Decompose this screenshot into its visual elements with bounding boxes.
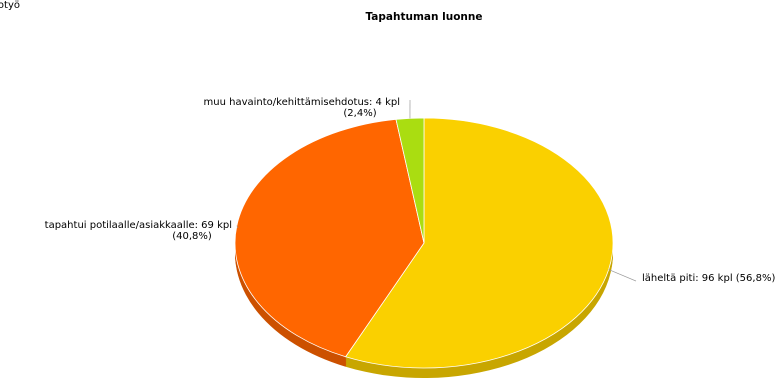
data-label: läheltä piti: 96 kpl (56,8%) <box>642 273 775 284</box>
leader-line <box>236 225 239 229</box>
data-label: (2,4%) <box>343 108 376 119</box>
leader-line <box>608 269 637 282</box>
chart-title: Tapahtuman luonne <box>366 11 483 23</box>
data-label: muu havainto/kehittämisehdotus: 4 kpl <box>204 97 400 108</box>
pie-slice <box>395 117 425 244</box>
data-label: tapahtui potilaalle/asiakkaalle: 69 kpl <box>45 220 232 231</box>
data-label: (40,8%) <box>172 231 212 242</box>
corner-text: totyö <box>0 0 20 11</box>
pie-slice <box>344 117 614 369</box>
